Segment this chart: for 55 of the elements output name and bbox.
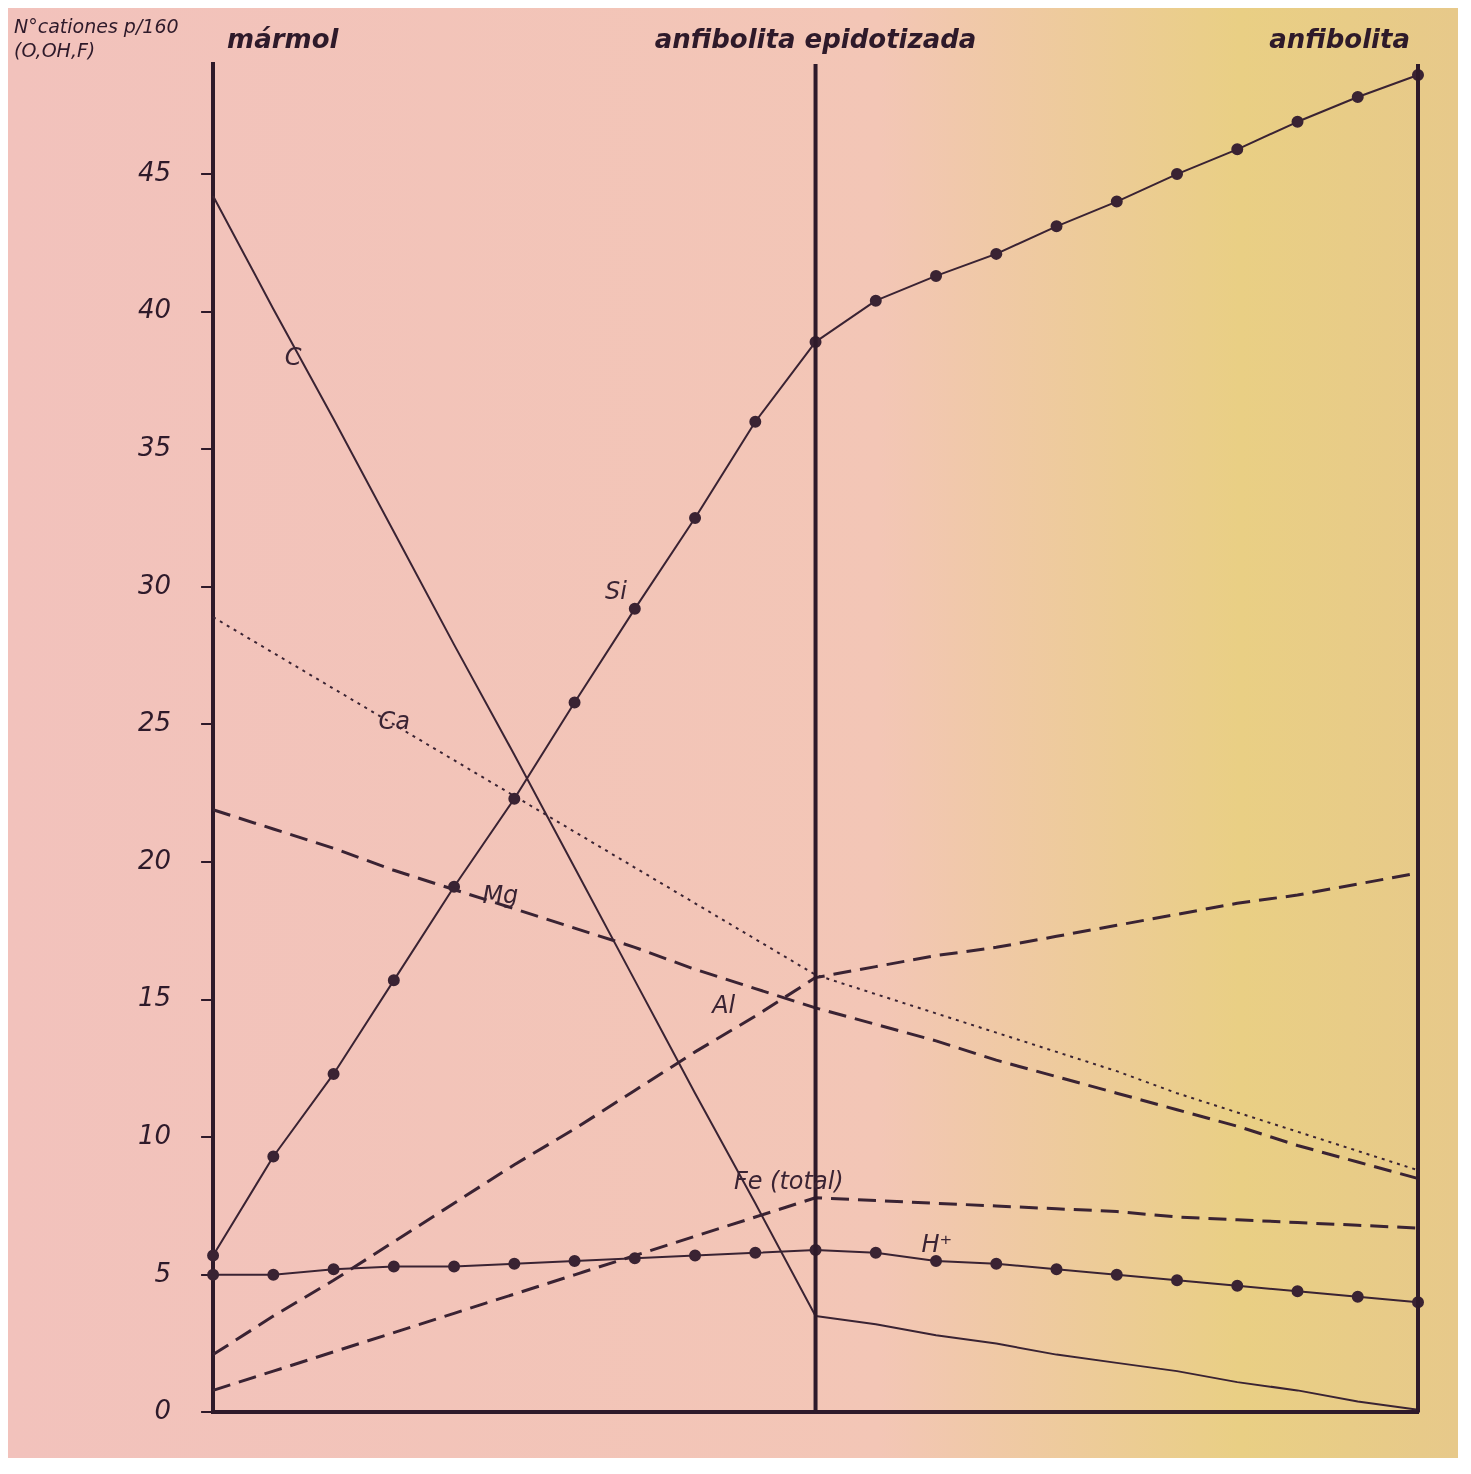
y-tick-label: 0 xyxy=(154,1395,172,1426)
y-tick-label: 25 xyxy=(137,707,172,738)
point xyxy=(869,294,882,307)
point xyxy=(1231,143,1244,156)
point xyxy=(1351,91,1364,104)
point xyxy=(1050,220,1063,233)
point xyxy=(207,1268,220,1281)
point xyxy=(749,415,762,428)
point xyxy=(508,1257,521,1270)
y-tick-label: 35 xyxy=(137,432,172,463)
point xyxy=(508,792,521,805)
point xyxy=(568,1255,581,1268)
series-label: Al xyxy=(710,991,736,1020)
y-tick-label: 15 xyxy=(137,982,172,1013)
point xyxy=(930,269,943,282)
point xyxy=(327,1067,340,1080)
point xyxy=(1171,168,1184,181)
point xyxy=(689,512,702,525)
series-label: H⁺ xyxy=(921,1230,953,1259)
point xyxy=(387,1260,400,1273)
y-axis-title: N°cationes p/160 (O,OH,F) xyxy=(14,14,180,62)
y-tick-label: 10 xyxy=(137,1119,172,1150)
y-tick-label: 5 xyxy=(154,1257,172,1288)
y-tick-label: 20 xyxy=(137,844,172,875)
series-label: C xyxy=(284,342,302,371)
point xyxy=(267,1268,280,1281)
point xyxy=(689,1249,702,1262)
point xyxy=(448,1260,461,1273)
text: anfibolita epidotizada xyxy=(654,24,977,54)
series-label: Si xyxy=(604,576,628,605)
y-tick-label: 45 xyxy=(137,156,172,187)
point xyxy=(1110,1268,1123,1281)
series-label: Ca xyxy=(378,706,410,735)
text: anfibolita xyxy=(1269,24,1410,54)
point xyxy=(990,1257,1003,1270)
point xyxy=(1291,115,1304,128)
point xyxy=(1050,1263,1063,1276)
point xyxy=(628,602,641,615)
y-tick-label: 40 xyxy=(137,294,172,325)
point xyxy=(387,974,400,987)
point xyxy=(1231,1279,1244,1292)
point xyxy=(327,1263,340,1276)
point xyxy=(749,1246,762,1259)
point xyxy=(930,1255,943,1268)
point xyxy=(1351,1290,1364,1303)
point xyxy=(1171,1274,1184,1287)
point xyxy=(990,247,1003,260)
point xyxy=(869,1246,882,1259)
point xyxy=(267,1150,280,1163)
point xyxy=(568,696,581,709)
point xyxy=(1110,195,1123,208)
y-tick-label: 30 xyxy=(137,569,172,600)
point xyxy=(1291,1285,1304,1298)
point xyxy=(207,1249,220,1262)
text: mármol xyxy=(227,24,340,54)
